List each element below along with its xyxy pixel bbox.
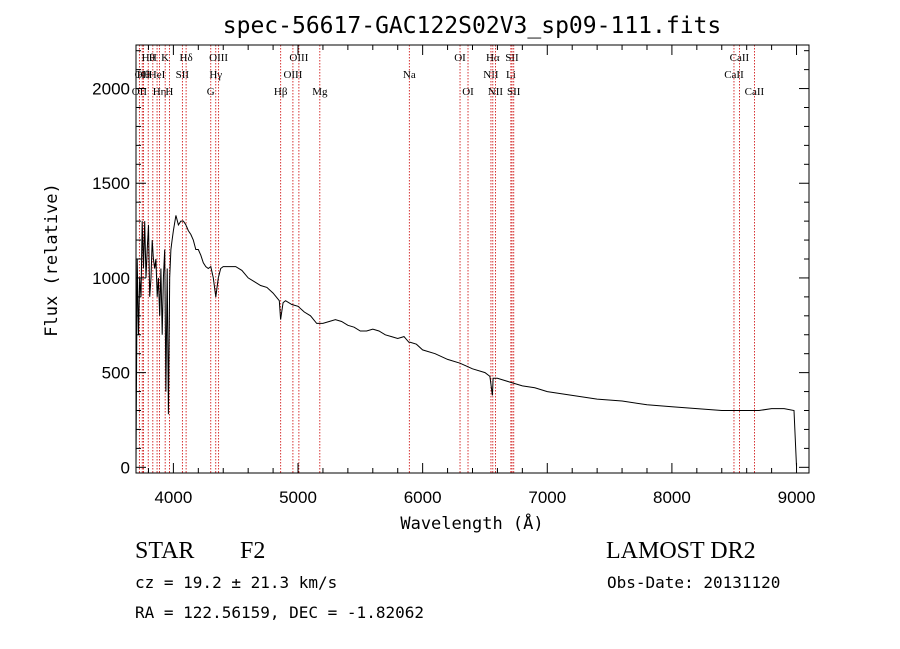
y-tick-label: 0 [121,458,130,477]
x-tick-label: 5000 [279,488,317,507]
y-tick-label: 1000 [92,269,130,288]
line-marker-label: SII [505,52,519,64]
spectrum-series [135,215,797,467]
line-marker-label: Na [403,69,416,81]
line-marker-label: K [161,52,169,64]
line-marker-label: SII [507,86,521,98]
line-marker-label: NII [483,69,499,81]
line-marker-label: Hα [486,52,500,64]
line-marker-label: OI [454,52,466,64]
line-marker-label: G [207,86,215,98]
line-marker-label: OI [462,86,474,98]
line-marker-label: CaII [730,52,750,64]
line-marker-label: Li [506,69,516,81]
y-tick-label: 2000 [92,80,130,99]
coordinates-readout: RA = 122.56159, DEC = -1.82062 [135,603,424,622]
x-tick-label: 6000 [404,488,442,507]
line-marker-label: CaII [745,86,765,98]
y-tick-label: 500 [102,364,130,383]
line-marker-label: OII [135,69,151,81]
survey-label: LAMOST DR2 [606,538,756,564]
x-tick-label: 7000 [528,488,566,507]
line-marker-label: OIII [289,52,308,64]
obs-date-readout: Obs-Date: 20131120 [607,573,781,592]
subclass-label: F2 [240,538,266,564]
object-type-label: STAR [135,538,195,564]
line-marker-label: OIII [209,52,228,64]
line-marker-label: Mg [312,86,328,98]
x-axis-label: Wavelength (Å) [400,512,543,534]
line-marker-label: HeI [149,69,166,81]
line-marker-label: Hη [153,86,167,98]
line-marker-label: SII [176,69,190,81]
line-marker-label: OIII [283,69,302,81]
spectrum-line-0 [135,215,797,467]
line-marker-label: Hγ [209,69,222,81]
line-marker-label: NII [488,86,504,98]
line-marker-label: CaII [724,69,744,81]
x-tick-label: 8000 [653,488,691,507]
redshift-readout: cz = 19.2 ± 21.3 km/s [135,573,338,592]
axis-ticks: 4000 5000 6000 7000 8000 9000 0 500 1000 1500 2000 [92,45,815,507]
line-marker-label: Hβ [274,86,288,98]
plot-frame [135,44,810,474]
y-axis-label: Flux (relative) [42,183,62,337]
line-marker-label: Hθ [142,52,155,64]
line-marker-label: Hθ [137,69,150,81]
spectral-line-markers: OIIOIIHθHθHHeIHηKHSIIHδGHγOIIIHβOIIIOIII… [132,45,765,473]
line-marker-label: Hδ [180,52,193,64]
y-tick-label: 1500 [92,174,130,193]
line-marker-label: H [149,52,157,64]
chart-title: spec-56617-GAC122S02V3_sp09-111.fits [223,13,722,39]
x-tick-label: 9000 [778,488,816,507]
x-tick-label: 4000 [154,488,192,507]
line-marker-label: OII [132,86,148,98]
line-marker-label: H [165,86,173,98]
